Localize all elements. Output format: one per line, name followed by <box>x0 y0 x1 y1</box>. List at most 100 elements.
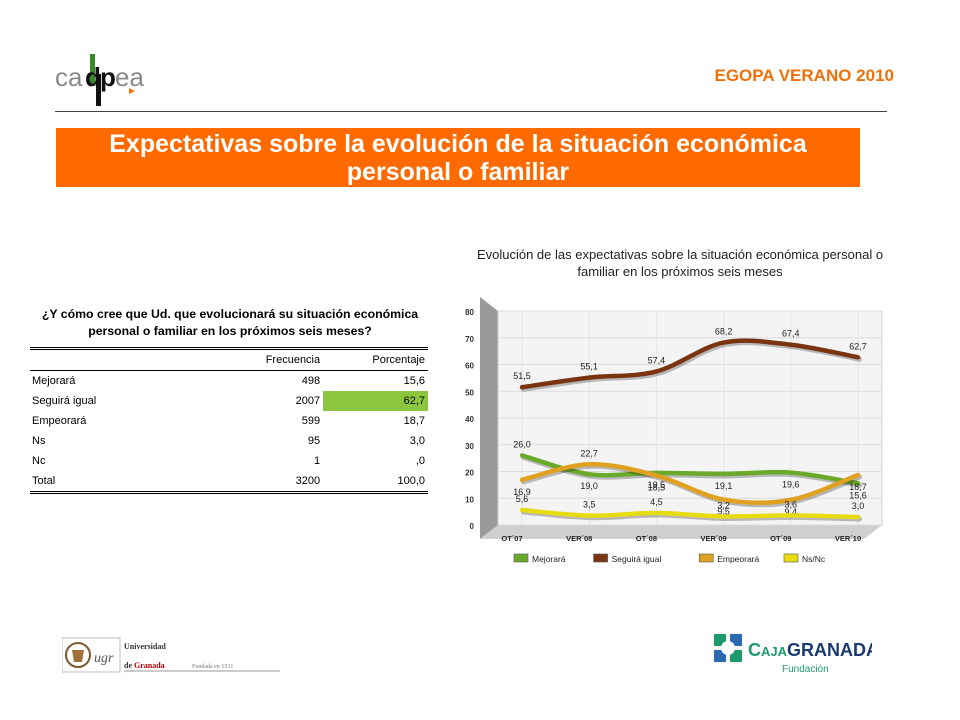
table-row: Mejorará 498 15,6 <box>30 371 428 392</box>
svg-text:p: p <box>100 62 116 92</box>
row-frecuencia: 2007 <box>295 395 321 407</box>
series-line-empeorar- <box>519 462 861 506</box>
y-tick-label: 0 <box>470 522 475 531</box>
row-porcentaje: 100,0 <box>323 471 428 494</box>
row-label: Seguirá igual <box>32 395 97 407</box>
y-tick-label: 20 <box>465 469 474 478</box>
legend-label-ns-nc: Ns/Nc <box>802 554 826 564</box>
y-tick-label: 60 <box>465 362 474 371</box>
data-label-mejorar-: 19,0 <box>580 481 598 491</box>
data-label-mejorar-: 26,0 <box>513 439 531 449</box>
y-tick-label: 30 <box>465 442 474 451</box>
series-line-ns-nc <box>519 507 861 520</box>
data-label-ns-nc: 3,6 <box>785 499 798 509</box>
data-label-mejorar-: 19,5 <box>648 480 666 490</box>
table-row: Seguirá igual 2007 62,7 <box>30 391 428 411</box>
frequency-table: Frecuencia Porcentaje Mejorará 498 15,6 … <box>30 347 428 494</box>
row-porcentaje: ,0 <box>415 455 425 467</box>
table-row: Empeorará 599 18,7 <box>30 411 428 431</box>
line-chart: 0 10 20 30 40 50 60 70 80 OT´07 VER´08 OT´08 VER´09 O… <box>465 297 883 564</box>
column-header-frecuencia: Frecuencia <box>215 347 324 371</box>
row-porcentaje: 15,6 <box>403 375 425 387</box>
table-question: ¿Y cómo cree que Ud. que evolucionará su… <box>41 307 419 338</box>
column-header <box>30 347 215 371</box>
table-row-total: Total 3200 100,0 <box>30 471 428 494</box>
data-label-ns-nc: 3,5 <box>583 500 596 510</box>
legend-swatch-ns-nc <box>783 553 799 563</box>
cajagranada-emblem-icon <box>714 634 742 662</box>
column-header-porcentaje: Porcentaje <box>323 347 428 371</box>
row-label: Nc <box>32 455 46 467</box>
data-label-empeorar-: 18,5 <box>648 483 666 493</box>
data-label-ns-nc: 3,2 <box>717 500 730 510</box>
cajagranada-logo: CAJAGRANADA Fundación <box>712 630 879 680</box>
row-label: Total <box>30 471 215 494</box>
data-label-ns-nc: 3,0 <box>852 501 865 511</box>
chart-title: Evolución de las expectativas sobre la s… <box>476 247 884 279</box>
ugr-logo: ugr Universidad de Granada Fundada en 15… <box>61 636 282 674</box>
data-label-mejorar-: 15,6 <box>849 490 867 500</box>
data-label-mejorar-: 19,6 <box>782 480 800 490</box>
data-label-empeorar-: 18,7 <box>849 482 867 492</box>
data-label-empeorar-: 9,4 <box>785 507 798 517</box>
survey-tag: EGOPA VERANO 2010 <box>714 66 894 85</box>
row-label: Empeorará <box>32 415 87 427</box>
y-tick-label: 10 <box>465 495 474 504</box>
svg-text:de Granada: de Granada <box>124 661 165 670</box>
svg-text:Fundación: Fundación <box>782 664 829 675</box>
y-tick-label: 70 <box>465 335 474 344</box>
x-tick-label: OT´09 <box>770 534 791 543</box>
data-label-seguir-igual: 51,5 <box>513 371 531 381</box>
data-label-seguir-igual: 62,7 <box>849 341 867 351</box>
table-row: Nc 1 ,0 <box>30 451 428 471</box>
legend-label-mejorar-: Mejorará <box>532 554 566 564</box>
row-frecuencia: 95 <box>307 435 321 447</box>
chart-floor <box>480 525 882 539</box>
series-line-seguir-igual <box>519 338 861 390</box>
table-row: Ns 95 3,0 <box>30 431 428 451</box>
legend-swatch-seguir-igual <box>593 553 608 563</box>
header-divider <box>55 111 887 112</box>
svg-text:Universidad: Universidad <box>124 642 166 651</box>
legend-label-seguir-igual: Seguirá igual <box>612 554 662 564</box>
svg-text:CAJAGRANADA: CAJAGRANADA <box>748 640 872 660</box>
data-label-seguir-igual: 67,4 <box>782 329 800 339</box>
svg-text:ea: ea <box>115 62 144 92</box>
data-label-ns-nc: 5,6 <box>516 494 529 504</box>
row-label: Mejorará <box>32 375 76 387</box>
x-tick-label: OT´07 <box>501 534 522 543</box>
table-header-row: Frecuencia Porcentaje <box>30 347 428 371</box>
row-frecuencia: 599 <box>301 415 321 427</box>
data-label-empeorar-: 9,5 <box>717 507 730 517</box>
cadpea-logo-mark: ca d p ea <box>55 54 144 106</box>
row-porcentaje: 3,0 <box>409 435 425 447</box>
svg-text:Fundada en 1531: Fundada en 1531 <box>192 664 233 670</box>
x-tick-label: VER´10 <box>835 534 861 543</box>
y-tick-label: 50 <box>465 388 474 397</box>
row-label: Ns <box>32 435 46 447</box>
x-tick-label: OT´08 <box>636 534 657 543</box>
title-band: Expectativas sobre la evolución de la si… <box>56 128 860 187</box>
row-frecuencia: 3200 <box>215 471 324 494</box>
row-porcentaje: 18,7 <box>403 415 425 427</box>
legend-swatch-mejorar- <box>513 553 529 563</box>
svg-text:ca: ca <box>55 62 83 92</box>
row-porcentaje-highlighted: 62,7 <box>323 391 428 411</box>
row-frecuencia: 1 <box>314 455 321 467</box>
data-label-empeorar-: 16,9 <box>513 487 531 497</box>
x-tick-label: VER´08 <box>566 534 592 543</box>
data-label-seguir-igual: 55,1 <box>580 362 598 372</box>
legend-label-empeorar-: Empeorará <box>717 554 759 564</box>
data-label-ns-nc: 4,5 <box>650 497 663 507</box>
cadpea-logo: ca d p ea <box>55 48 145 108</box>
data-label-mejorar-: 19,1 <box>715 481 733 491</box>
page-title: Expectativas sobre la evolución de la si… <box>109 130 807 186</box>
cajagranada-logo-mark: CAJAGRANADA Fundación <box>714 634 879 675</box>
row-frecuencia: 498 <box>301 375 321 387</box>
ugr-logo-mark: ugr Universidad de Granada Fundada en 15… <box>61 637 280 673</box>
y-tick-label: 40 <box>465 415 474 424</box>
svg-text:ugr: ugr <box>94 651 114 666</box>
legend-swatch-empeorar- <box>698 553 714 563</box>
data-label-seguir-igual: 68,2 <box>715 327 733 337</box>
data-label-empeorar-: 22,7 <box>580 448 598 458</box>
